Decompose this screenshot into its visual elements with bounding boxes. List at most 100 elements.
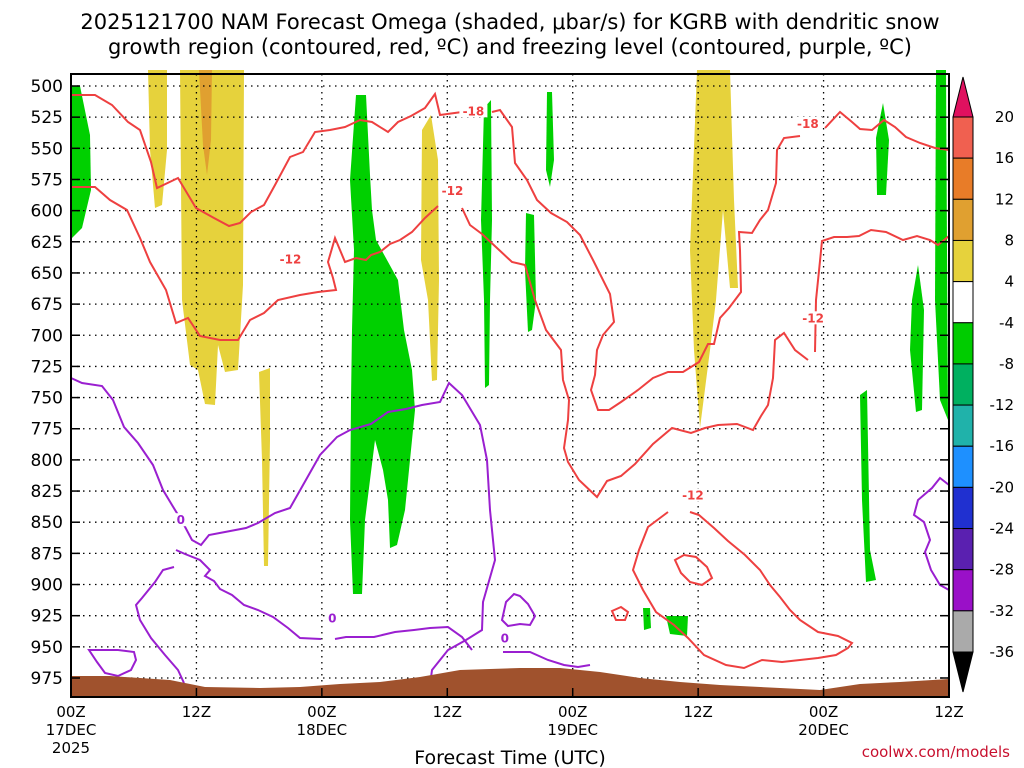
contour-label-bg bbox=[276, 252, 305, 266]
contour-minus18 bbox=[824, 110, 950, 151]
colorbar-segment bbox=[952, 528, 974, 571]
contour-label-bg bbox=[326, 611, 339, 625]
contour-label: -18 bbox=[797, 117, 819, 131]
colorbar-segment bbox=[952, 198, 974, 241]
colorbar-segment bbox=[952, 404, 974, 447]
contour-zero bbox=[70, 377, 497, 686]
colorbar-label: 8 bbox=[1004, 231, 1014, 249]
x-tick-date: 19DEC bbox=[547, 721, 598, 739]
contour-label-bg bbox=[498, 631, 511, 645]
y-tick-label: 550 bbox=[31, 139, 63, 159]
y-tick-label: 700 bbox=[31, 326, 63, 346]
contour-minus12 bbox=[814, 228, 950, 353]
x-tick-label: 00Z bbox=[56, 703, 85, 721]
omega-rising-region bbox=[910, 265, 924, 412]
chart-title-line1: 2025121700 NAM Forecast Omega (shaded, μ… bbox=[80, 10, 939, 34]
contour-minus18 bbox=[491, 108, 801, 411]
colorbar-segment bbox=[952, 569, 974, 612]
x-tick-label: 00Z bbox=[809, 703, 838, 721]
y-tick-label: 600 bbox=[31, 202, 63, 222]
contour-label: -12 bbox=[802, 311, 824, 325]
contour-label-bg bbox=[799, 311, 828, 325]
dendritic-contours bbox=[71, 91, 950, 670]
omega-rising-region bbox=[666, 616, 688, 636]
omega-sinking-region bbox=[690, 70, 738, 428]
y-tick-label: 800 bbox=[31, 451, 63, 471]
contour-label: -12 bbox=[442, 184, 464, 198]
omega-sinking-region bbox=[199, 70, 212, 175]
contour-zero bbox=[334, 625, 473, 651]
contour-minus12 bbox=[461, 207, 809, 499]
credit-text: coolwx.com/models bbox=[862, 743, 1010, 761]
contour-zero bbox=[87, 649, 138, 678]
y-tick-label: 975 bbox=[31, 669, 63, 689]
x-tick-label: 12Z bbox=[683, 703, 712, 721]
contour-minus12 bbox=[71, 186, 439, 341]
x-tick-date: 18DEC bbox=[297, 721, 348, 739]
y-tick-label: 875 bbox=[31, 544, 63, 564]
y-tick-label: 750 bbox=[31, 389, 63, 409]
omega-sinking-region bbox=[421, 115, 439, 381]
colorbar-top-arrow bbox=[952, 76, 974, 118]
omega-rising-region bbox=[860, 390, 876, 582]
terrain-surface bbox=[71, 668, 949, 697]
x-tick-label: 12Z bbox=[433, 703, 462, 721]
colorbar-label: -16 bbox=[990, 437, 1015, 455]
y-tick-label: 725 bbox=[31, 357, 63, 377]
freezing-level-contours bbox=[70, 377, 950, 686]
chart-title-line2: growth region (contoured, red, ºC) and f… bbox=[108, 35, 912, 59]
colorbar-segment bbox=[952, 363, 974, 406]
colorbar-segment bbox=[952, 322, 974, 365]
y-tick-label: 500 bbox=[31, 77, 63, 97]
colorbar-label: 16 bbox=[995, 149, 1014, 167]
x-tick-label: 12Z bbox=[934, 703, 963, 721]
contour-label: -12 bbox=[682, 488, 704, 502]
colorbar-label: 4 bbox=[1004, 273, 1014, 291]
y-tick-label: 525 bbox=[31, 108, 63, 128]
colorbar-bottom-arrow bbox=[952, 651, 974, 693]
y-tick-label: 950 bbox=[31, 638, 63, 658]
y-tick-label: 675 bbox=[31, 295, 63, 315]
contour-label-bg bbox=[438, 184, 467, 198]
x-tick-year: 2025 bbox=[52, 739, 90, 757]
contour-label: -12 bbox=[280, 253, 302, 267]
contour-label: 0 bbox=[501, 632, 509, 646]
omega-rising-region bbox=[525, 213, 536, 332]
contour-minus18 bbox=[71, 91, 463, 228]
contour-zero bbox=[503, 651, 591, 669]
contour-minus12 bbox=[631, 511, 854, 670]
omega-rising-region bbox=[876, 103, 889, 195]
colorbar: 20 16 12 8 4 -4 -8 -12 -16 -20 -24 -28 -32 -36 bbox=[952, 76, 1015, 693]
contour-labels: -18 -18 -12 -12 -12 -12 0 0 0 bbox=[174, 104, 828, 646]
colorbar-label: -8 bbox=[999, 355, 1014, 373]
contour-zero bbox=[500, 592, 537, 628]
colorbar-segment bbox=[952, 116, 974, 159]
y-tick-label: 850 bbox=[31, 513, 63, 533]
omega-rising-region bbox=[350, 95, 415, 594]
colorbar-segment bbox=[952, 239, 974, 283]
x-axis-title: Forecast Time (UTC) bbox=[414, 747, 605, 768]
plot-frame bbox=[70, 73, 950, 698]
colorbar-label: -20 bbox=[990, 478, 1015, 496]
contour-minus12 bbox=[610, 605, 630, 621]
omega-sinking-region bbox=[180, 70, 244, 405]
colorbar-label: -4 bbox=[999, 314, 1014, 332]
y-tick-label: 825 bbox=[31, 482, 63, 502]
y-tick-label: 650 bbox=[31, 264, 63, 284]
y-tick-label: 625 bbox=[31, 233, 63, 253]
colorbar-label: -24 bbox=[990, 520, 1015, 538]
colorbar-label: -12 bbox=[990, 396, 1015, 414]
colorbar-label: 12 bbox=[995, 190, 1014, 208]
contour-label: 0 bbox=[177, 513, 185, 527]
colorbar-segment bbox=[952, 281, 974, 324]
omega-rising-region bbox=[546, 92, 554, 187]
grid-lines bbox=[71, 74, 949, 697]
colorbar-label: -28 bbox=[990, 561, 1015, 579]
colorbar-segment bbox=[952, 157, 974, 200]
x-tick-label: 00Z bbox=[307, 703, 336, 721]
y-tick-label: 775 bbox=[31, 420, 63, 440]
x-tick-date: 20DEC bbox=[798, 721, 849, 739]
contour-minus12 bbox=[673, 553, 714, 587]
